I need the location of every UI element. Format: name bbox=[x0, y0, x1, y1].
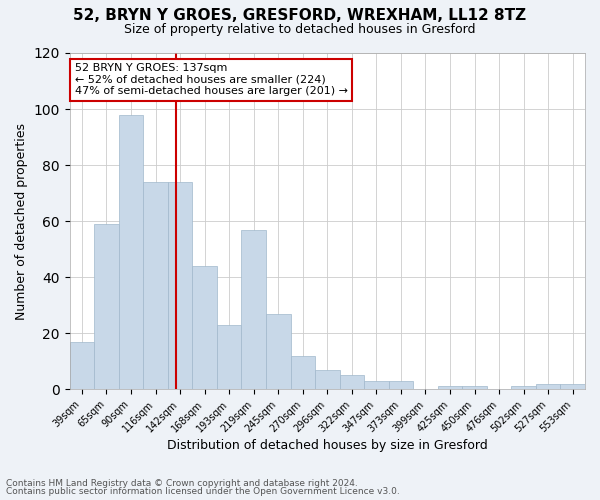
Bar bbox=[560, 384, 585, 389]
Y-axis label: Number of detached properties: Number of detached properties bbox=[15, 122, 28, 320]
X-axis label: Distribution of detached houses by size in Gresford: Distribution of detached houses by size … bbox=[167, 440, 488, 452]
Bar bbox=[217, 325, 241, 389]
Bar bbox=[364, 381, 389, 389]
Text: Contains public sector information licensed under the Open Government Licence v3: Contains public sector information licen… bbox=[6, 487, 400, 496]
Bar bbox=[536, 384, 560, 389]
Bar bbox=[168, 182, 193, 389]
Text: 52 BRYN Y GROES: 137sqm
← 52% of detached houses are smaller (224)
47% of semi-d: 52 BRYN Y GROES: 137sqm ← 52% of detache… bbox=[75, 63, 348, 96]
Bar bbox=[70, 342, 94, 389]
Bar bbox=[315, 370, 340, 389]
Text: 52, BRYN Y GROES, GRESFORD, WREXHAM, LL12 8TZ: 52, BRYN Y GROES, GRESFORD, WREXHAM, LL1… bbox=[73, 8, 527, 22]
Bar bbox=[241, 230, 266, 389]
Bar bbox=[389, 381, 413, 389]
Bar bbox=[119, 114, 143, 389]
Bar bbox=[290, 356, 315, 389]
Text: Contains HM Land Registry data © Crown copyright and database right 2024.: Contains HM Land Registry data © Crown c… bbox=[6, 478, 358, 488]
Bar bbox=[462, 386, 487, 389]
Bar bbox=[511, 386, 536, 389]
Bar bbox=[438, 386, 462, 389]
Bar bbox=[193, 266, 217, 389]
Bar bbox=[143, 182, 168, 389]
Bar bbox=[266, 314, 290, 389]
Bar bbox=[340, 375, 364, 389]
Bar bbox=[94, 224, 119, 389]
Text: Size of property relative to detached houses in Gresford: Size of property relative to detached ho… bbox=[124, 22, 476, 36]
